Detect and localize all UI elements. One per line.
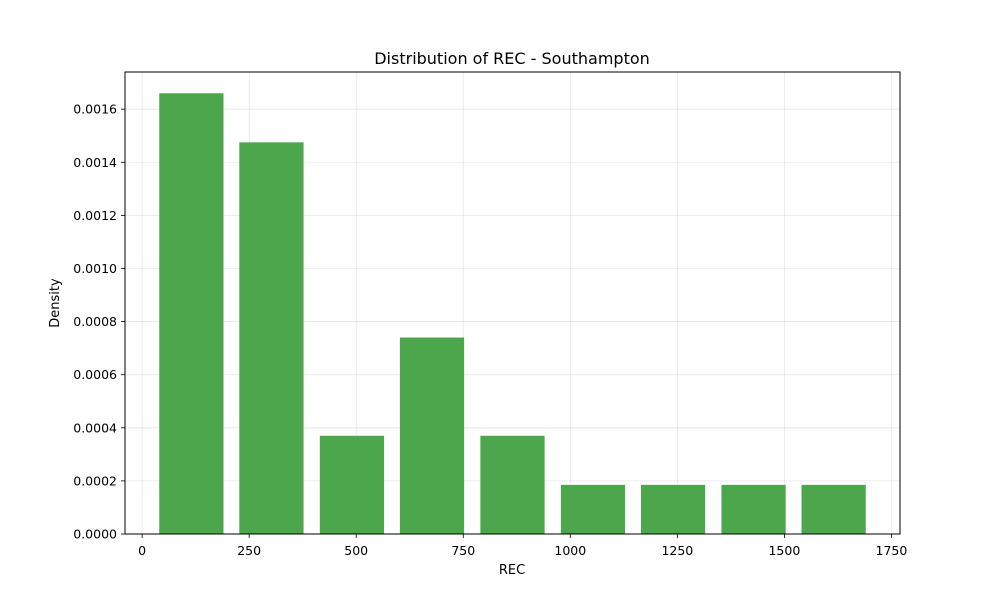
x-tick-label: 0: [138, 543, 146, 558]
x-tick-label: 500: [344, 543, 368, 558]
x-tick-label: 1750: [876, 543, 908, 558]
y-tick-label: 0.0002: [73, 473, 117, 488]
y-tick-label: 0.0004: [73, 420, 117, 435]
histogram-bar: [721, 484, 786, 534]
histogram-bar: [480, 435, 545, 534]
plot-frame: [124, 71, 901, 535]
x-axis-label: REC: [499, 563, 525, 578]
x-tick-label: 250: [237, 543, 261, 558]
histogram-bar: [399, 337, 465, 534]
x-tick-label: 750: [451, 543, 475, 558]
x-tick-label: 1000: [554, 543, 586, 558]
y-tick-label: 0.0012: [73, 208, 117, 223]
histogram-bar: [239, 142, 304, 535]
x-tick-label: 1250: [661, 543, 693, 558]
histogram-bar: [159, 93, 224, 534]
histogram-bar: [801, 484, 866, 534]
y-tick-label: 0.0000: [73, 527, 117, 542]
y-tick-label: 0.0008: [73, 314, 117, 329]
y-tick-label: 0.0014: [73, 155, 117, 170]
chart-title: Distribution of REC - Southampton: [374, 49, 650, 68]
y-tick-label: 0.0016: [73, 102, 117, 117]
y-tick-label: 0.0006: [73, 367, 117, 382]
y-tick-label: 0.0010: [73, 261, 117, 276]
x-tick-label: 1500: [768, 543, 800, 558]
bars: [159, 93, 866, 535]
x-axis-ticks: 0 250 500 750 1000 1250 1500 1750: [138, 534, 907, 558]
histogram-bar: [640, 484, 706, 534]
histogram-bar: [319, 435, 385, 534]
y-axis-label: Density: [48, 278, 63, 328]
histogram-bar: [560, 484, 626, 534]
y-axis-ticks: 0.0000 0.0002 0.0004 0.0006 0.0008 0.0010 0.00…: [73, 102, 125, 542]
